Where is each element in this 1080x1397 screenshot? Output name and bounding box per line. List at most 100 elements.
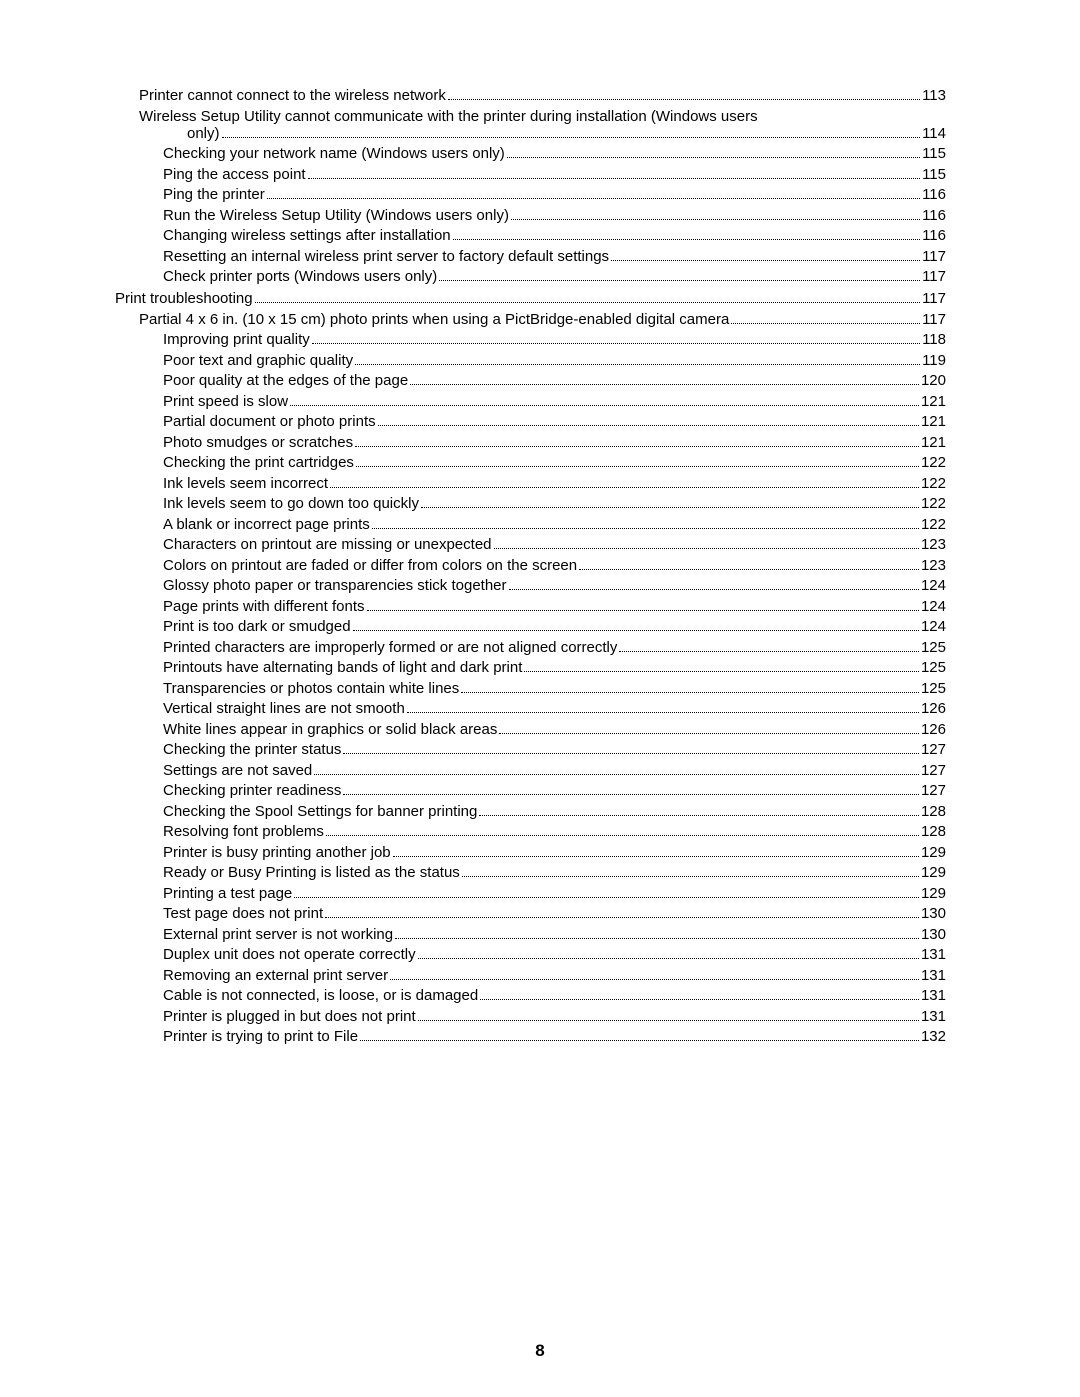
toc-entry-page: 129 xyxy=(921,845,946,860)
toc-leader xyxy=(619,651,919,652)
toc-entry[interactable]: Checking your network name (Windows user… xyxy=(115,146,946,161)
toc-leader xyxy=(453,239,920,240)
toc-entry[interactable]: Poor text and graphic quality119 xyxy=(115,353,946,368)
toc-entry[interactable]: Resolving font problems128 xyxy=(115,824,946,839)
toc-entry[interactable]: Changing wireless settings after install… xyxy=(115,228,946,243)
toc-leader xyxy=(312,343,920,344)
toc-leader xyxy=(395,938,919,939)
toc-entry[interactable]: Page prints with different fonts124 xyxy=(115,599,946,614)
toc-section-entry[interactable]: Print troubleshooting117 xyxy=(115,291,946,306)
toc-entry[interactable]: Duplex unit does not operate correctly13… xyxy=(115,947,946,962)
toc-entry-page: 124 xyxy=(921,619,946,634)
toc-entry[interactable]: Cable is not connected, is loose, or is … xyxy=(115,988,946,1003)
toc-entry[interactable]: Transparencies or photos contain white l… xyxy=(115,681,946,696)
toc-leader xyxy=(418,958,919,959)
toc-leader xyxy=(511,219,920,220)
toc-entry[interactable]: Resetting an internal wireless print ser… xyxy=(115,249,946,264)
toc-entry[interactable]: Run the Wireless Setup Utility (Windows … xyxy=(115,208,946,223)
toc-entry[interactable]: Ink levels seem to go down too quickly12… xyxy=(115,496,946,511)
toc-leader xyxy=(343,794,919,795)
toc-leader xyxy=(509,589,919,590)
toc-entry[interactable]: Settings are not saved127 xyxy=(115,763,946,778)
toc-entry[interactable]: Ping the access point115 xyxy=(115,167,946,182)
toc-entry-page: 113 xyxy=(922,88,946,103)
toc-entry[interactable]: Printer is busy printing another job129 xyxy=(115,845,946,860)
toc-entry-page: 116 xyxy=(922,208,946,223)
toc-entry[interactable]: Checking the printer status127 xyxy=(115,742,946,757)
toc-leader xyxy=(353,630,919,631)
toc-entry-label: External print server is not working xyxy=(163,927,393,942)
toc-entry-page: 116 xyxy=(922,187,946,202)
toc-entry[interactable]: Partial document or photo prints121 xyxy=(115,414,946,429)
toc-entry-label: Settings are not saved xyxy=(163,763,312,778)
toc-entry-label: Partial 4 x 6 in. (10 x 15 cm) photo pri… xyxy=(139,312,729,327)
toc-entry-page: 129 xyxy=(921,886,946,901)
toc-entry[interactable]: Improving print quality118 xyxy=(115,332,946,347)
toc-entry-page: 121 xyxy=(921,394,946,409)
toc-entry[interactable]: Ink levels seem incorrect122 xyxy=(115,476,946,491)
toc-entry[interactable]: Ready or Busy Printing is listed as the … xyxy=(115,865,946,880)
toc-leader xyxy=(222,137,921,138)
toc-entry[interactable]: Poor quality at the edges of the page120 xyxy=(115,373,946,388)
toc-entry[interactable]: Partial 4 x 6 in. (10 x 15 cm) photo pri… xyxy=(115,312,946,327)
toc-leader xyxy=(355,446,919,447)
page-number: 8 xyxy=(0,1341,1080,1361)
toc-leader xyxy=(407,712,919,713)
toc-entry[interactable]: Print speed is slow121 xyxy=(115,394,946,409)
toc-entry-page: 116 xyxy=(922,228,946,243)
toc-entry[interactable]: only)114 xyxy=(115,126,946,141)
toc-leader xyxy=(448,99,920,100)
toc-entry-label: A blank or incorrect page prints xyxy=(163,517,370,532)
toc-leader xyxy=(390,979,919,980)
toc-leader xyxy=(579,569,919,570)
toc-entry[interactable]: Printouts have alternating bands of ligh… xyxy=(115,660,946,675)
toc-leader xyxy=(499,733,919,734)
toc-entry[interactable]: White lines appear in graphics or solid … xyxy=(115,722,946,737)
toc-entry[interactable]: Printer is trying to print to File132 xyxy=(115,1029,946,1044)
toc-entry-page: 123 xyxy=(921,558,946,573)
toc-entry[interactable]: Removing an external print server131 xyxy=(115,968,946,983)
toc-entry[interactable]: Printed characters are improperly formed… xyxy=(115,640,946,655)
toc-entry-page: 118 xyxy=(922,332,946,347)
toc-entry[interactable]: Printer is plugged in but does not print… xyxy=(115,1009,946,1024)
toc-entry[interactable]: Print is too dark or smudged124 xyxy=(115,619,946,634)
toc-entry[interactable]: Wireless Setup Utility cannot communicat… xyxy=(115,109,946,124)
toc-entry[interactable]: Printer cannot connect to the wireless n… xyxy=(115,88,946,103)
toc-entry-label: Changing wireless settings after install… xyxy=(163,228,451,243)
toc-entry[interactable]: Checking printer readiness127 xyxy=(115,783,946,798)
toc-leader xyxy=(255,302,920,303)
toc-entry[interactable]: Checking the print cartridges122 xyxy=(115,455,946,470)
toc-entry-label: Poor quality at the edges of the page xyxy=(163,373,408,388)
toc-entry-page: 131 xyxy=(921,1009,946,1024)
toc-entry-label: Partial document or photo prints xyxy=(163,414,376,429)
toc-entry-label: Ready or Busy Printing is listed as the … xyxy=(163,865,460,880)
toc-entry[interactable]: External print server is not working130 xyxy=(115,927,946,942)
toc-entry-page: 126 xyxy=(921,701,946,716)
toc-entry[interactable]: Vertical straight lines are not smooth 12… xyxy=(115,701,946,716)
toc-entry[interactable]: A blank or incorrect page prints 122 xyxy=(115,517,946,532)
toc-leader xyxy=(731,323,920,324)
toc-entry-page: 127 xyxy=(921,742,946,757)
toc-entry[interactable]: Photo smudges or scratches121 xyxy=(115,435,946,450)
toc-entry-label: Ping the printer xyxy=(163,187,265,202)
toc-leader xyxy=(355,364,920,365)
toc-entry-label: Ink levels seem incorrect xyxy=(163,476,328,491)
toc-entry[interactable]: Ping the printer 116 xyxy=(115,187,946,202)
toc-entry[interactable]: Glossy photo paper or transparencies sti… xyxy=(115,578,946,593)
toc-entry[interactable]: Characters on printout are missing or un… xyxy=(115,537,946,552)
toc-entry[interactable]: Printing a test page129 xyxy=(115,886,946,901)
toc-entry-page: 124 xyxy=(921,599,946,614)
toc-entry[interactable]: Colors on printout are faded or differ f… xyxy=(115,558,946,573)
toc-entry[interactable]: Checking the Spool Settings for banner p… xyxy=(115,804,946,819)
toc-entry-page: 122 xyxy=(921,517,946,532)
toc-leader xyxy=(290,405,919,406)
toc-entry-page: 130 xyxy=(921,906,946,921)
toc-entry-page: 128 xyxy=(921,824,946,839)
toc-entry-page: 125 xyxy=(921,681,946,696)
toc-entry[interactable]: Test page does not print130 xyxy=(115,906,946,921)
toc-entry-label: Characters on printout are missing or un… xyxy=(163,537,492,552)
toc-entry-label: Vertical straight lines are not smooth xyxy=(163,701,405,716)
toc-entry-label: White lines appear in graphics or solid … xyxy=(163,722,497,737)
toc-entry[interactable]: Check printer ports (Windows users only)… xyxy=(115,269,946,284)
toc-leader xyxy=(360,1040,919,1041)
